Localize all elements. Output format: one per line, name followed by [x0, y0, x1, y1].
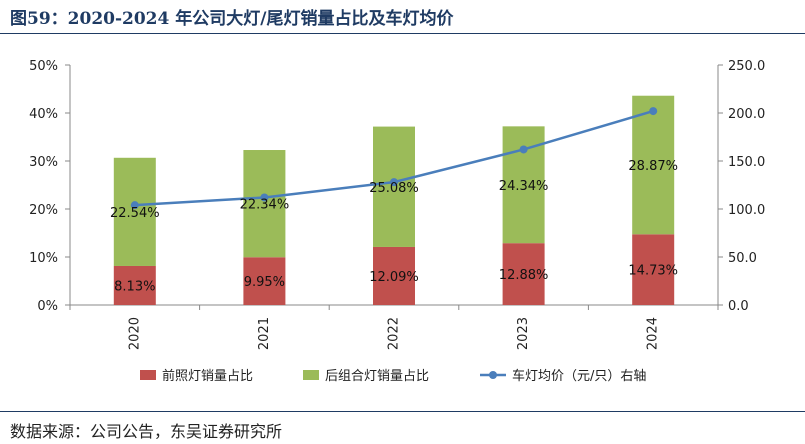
front-data-label: 9.95%	[244, 275, 285, 290]
legend-rear-lamp-text: 后组合灯销量占比	[325, 369, 429, 384]
x-category-label: 2022	[387, 317, 402, 350]
line-point	[260, 193, 269, 202]
rear-data-label: 25.08%	[369, 181, 419, 196]
source-rule	[0, 411, 805, 412]
bar-rear-lamp	[373, 126, 415, 247]
legend-front-lamp-swatch	[140, 370, 156, 380]
front-data-label: 12.88%	[499, 268, 549, 283]
left-tick-label: 10%	[29, 251, 58, 266]
rear-data-label: 28.87%	[628, 159, 678, 174]
line-point	[390, 178, 398, 187]
right-tick-label: 0.0	[728, 299, 749, 314]
front-data-label: 12.09%	[369, 270, 419, 285]
bar-front-lamp	[373, 246, 415, 305]
bar-front-lamp	[113, 265, 156, 305]
bar-front-lamp	[502, 243, 545, 305]
front-data-label: 14.73%	[628, 264, 678, 279]
legend-front-lamp-text: 前照灯销量占比	[162, 368, 253, 384]
bar-front-lamp	[243, 257, 286, 305]
rear-data-label: 22.34%	[240, 198, 290, 213]
line-point	[519, 145, 528, 154]
x-category-label: 2021	[257, 317, 272, 350]
bar-rear-lamp	[632, 95, 675, 235]
bar-rear-lamp	[113, 157, 156, 266]
bar-rear-lamp	[243, 150, 286, 258]
left-tick-label: 20%	[29, 203, 58, 218]
x-category-label: 2020	[127, 317, 142, 350]
chart-title: 图59：2020-2024 年公司大灯/尾灯销量占比及车灯均价	[10, 9, 454, 29]
legend-rear-lamp-swatch	[303, 370, 319, 380]
bar-front-lamp	[632, 234, 675, 305]
chart-area: 0% 10% 20% 30% 40% 50% 0.0 50.0 100.0 150.0 200.0 2…	[29, 59, 765, 384]
right-tick-label: 100.0	[728, 203, 765, 218]
x-category-label: 2024	[646, 317, 661, 350]
source-note: 数据来源：公司公告，东吴证券研究所	[10, 422, 283, 441]
line-point	[649, 107, 658, 116]
right-tick-label: 150.0	[728, 155, 765, 170]
right-tick-label: 250.0	[728, 59, 765, 74]
left-tick-label: 30%	[29, 155, 58, 170]
rear-data-label: 22.54%	[110, 206, 160, 221]
legend-avg-price-marker	[489, 371, 497, 379]
legend-avg-price-text: 车灯均价（元/只）右轴	[512, 368, 646, 384]
line-point	[130, 201, 139, 210]
left-tick-label: 0%	[37, 299, 58, 314]
left-tick-label: 50%	[29, 59, 58, 74]
x-category-label: 2023	[516, 317, 531, 350]
front-data-label: 8.13%	[114, 279, 155, 294]
title-rule	[0, 33, 805, 34]
left-tick-label: 40%	[29, 107, 58, 122]
right-tick-label: 200.0	[728, 107, 765, 122]
rear-data-label: 24.34%	[499, 179, 549, 194]
right-tick-label: 50.0	[728, 251, 757, 266]
